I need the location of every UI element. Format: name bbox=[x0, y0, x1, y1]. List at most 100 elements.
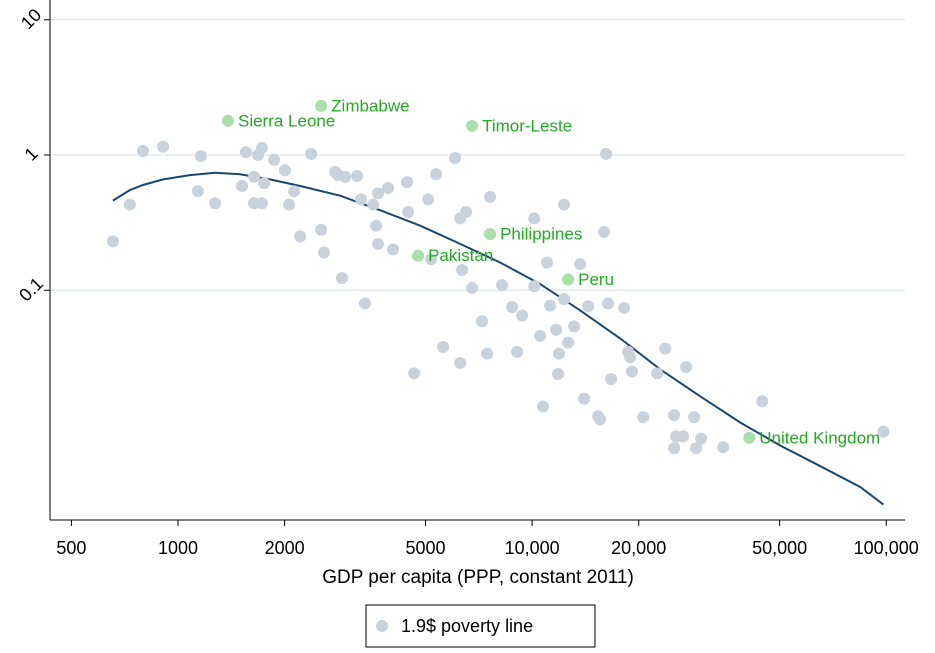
point bbox=[256, 197, 269, 210]
point bbox=[248, 170, 261, 183]
point bbox=[209, 197, 222, 210]
point bbox=[240, 146, 253, 159]
point bbox=[294, 230, 307, 243]
point bbox=[574, 258, 587, 271]
point bbox=[460, 205, 473, 218]
point bbox=[600, 147, 613, 160]
point bbox=[484, 190, 497, 203]
fit-line bbox=[112, 171, 885, 506]
point bbox=[677, 430, 690, 443]
point bbox=[552, 368, 565, 381]
point bbox=[541, 256, 554, 269]
legend: 1.9$ poverty line bbox=[365, 604, 596, 648]
point bbox=[449, 152, 462, 165]
highlight-point bbox=[743, 431, 756, 444]
point bbox=[506, 301, 519, 314]
point bbox=[598, 225, 611, 238]
point bbox=[430, 168, 443, 181]
point bbox=[695, 432, 708, 445]
point bbox=[624, 351, 637, 364]
point bbox=[537, 400, 550, 413]
point bbox=[358, 297, 371, 310]
point bbox=[516, 309, 529, 322]
point bbox=[288, 185, 301, 198]
point bbox=[106, 235, 119, 248]
point bbox=[283, 198, 296, 211]
point bbox=[511, 345, 524, 358]
point bbox=[637, 411, 650, 424]
point bbox=[194, 150, 207, 163]
point bbox=[568, 320, 581, 333]
highlight-label: Philippines bbox=[500, 225, 582, 244]
point bbox=[123, 198, 136, 211]
highlight-point bbox=[484, 228, 497, 241]
point bbox=[562, 336, 575, 349]
point bbox=[618, 301, 631, 314]
point bbox=[550, 323, 563, 336]
point bbox=[256, 141, 269, 154]
highlight-point bbox=[562, 273, 575, 286]
point bbox=[157, 140, 170, 153]
point bbox=[582, 300, 595, 313]
axis-ticks: 0.1 1 10 500 1000 2000 5000 10,000 20,000 50,000 1… bbox=[15, 5, 919, 558]
highlight-label: Peru bbox=[578, 270, 614, 289]
point bbox=[534, 329, 547, 342]
x-tick-label: 1000 bbox=[158, 538, 198, 558]
point bbox=[386, 243, 399, 256]
legend-box bbox=[365, 604, 596, 648]
x-axis-title: GDP per capita (PPP, constant 2011) bbox=[322, 567, 634, 588]
point bbox=[437, 341, 450, 354]
y-tick-label: 10 bbox=[17, 5, 45, 33]
point bbox=[528, 280, 541, 293]
x-tick-label: 10,000 bbox=[505, 538, 560, 558]
point bbox=[402, 205, 415, 218]
x-tick-label: 100,000 bbox=[854, 538, 919, 558]
point bbox=[558, 293, 571, 306]
point bbox=[456, 264, 469, 277]
point bbox=[496, 279, 509, 292]
point bbox=[466, 281, 479, 294]
point bbox=[668, 409, 681, 422]
point bbox=[236, 179, 249, 192]
point bbox=[425, 253, 438, 266]
point bbox=[659, 342, 672, 355]
highlight-label: Pakistan bbox=[428, 246, 493, 265]
point bbox=[370, 219, 383, 232]
point bbox=[372, 187, 385, 200]
point bbox=[367, 198, 380, 211]
y-tick-label: 1 bbox=[21, 144, 42, 165]
point bbox=[626, 365, 639, 378]
highlight-point bbox=[466, 119, 479, 132]
point bbox=[544, 299, 557, 312]
x-tick-label: 5000 bbox=[405, 538, 445, 558]
point bbox=[651, 367, 664, 380]
x-tick-label: 2000 bbox=[265, 538, 305, 558]
point bbox=[688, 411, 701, 424]
highlight-label: Sierra Leone bbox=[238, 111, 335, 130]
fit-layer bbox=[112, 171, 885, 506]
highlight-label: United Kingdom bbox=[759, 428, 880, 447]
highlight-label: Timor-Leste bbox=[482, 116, 572, 135]
point bbox=[668, 442, 681, 455]
point bbox=[372, 237, 385, 250]
point bbox=[191, 185, 204, 198]
point bbox=[401, 176, 414, 189]
highlight-point bbox=[315, 99, 328, 112]
x-tick-label: 20,000 bbox=[611, 538, 666, 558]
legend-label: 1.9$ poverty line bbox=[401, 616, 533, 636]
legend-marker bbox=[376, 620, 388, 632]
point bbox=[877, 425, 890, 438]
point bbox=[336, 272, 349, 285]
point bbox=[528, 212, 541, 225]
point bbox=[454, 356, 467, 369]
point bbox=[305, 147, 318, 160]
point bbox=[605, 373, 618, 386]
point bbox=[136, 145, 149, 158]
point bbox=[318, 246, 331, 259]
x-tick-label: 500 bbox=[56, 538, 86, 558]
point bbox=[680, 361, 693, 374]
highlight-point bbox=[221, 114, 234, 127]
